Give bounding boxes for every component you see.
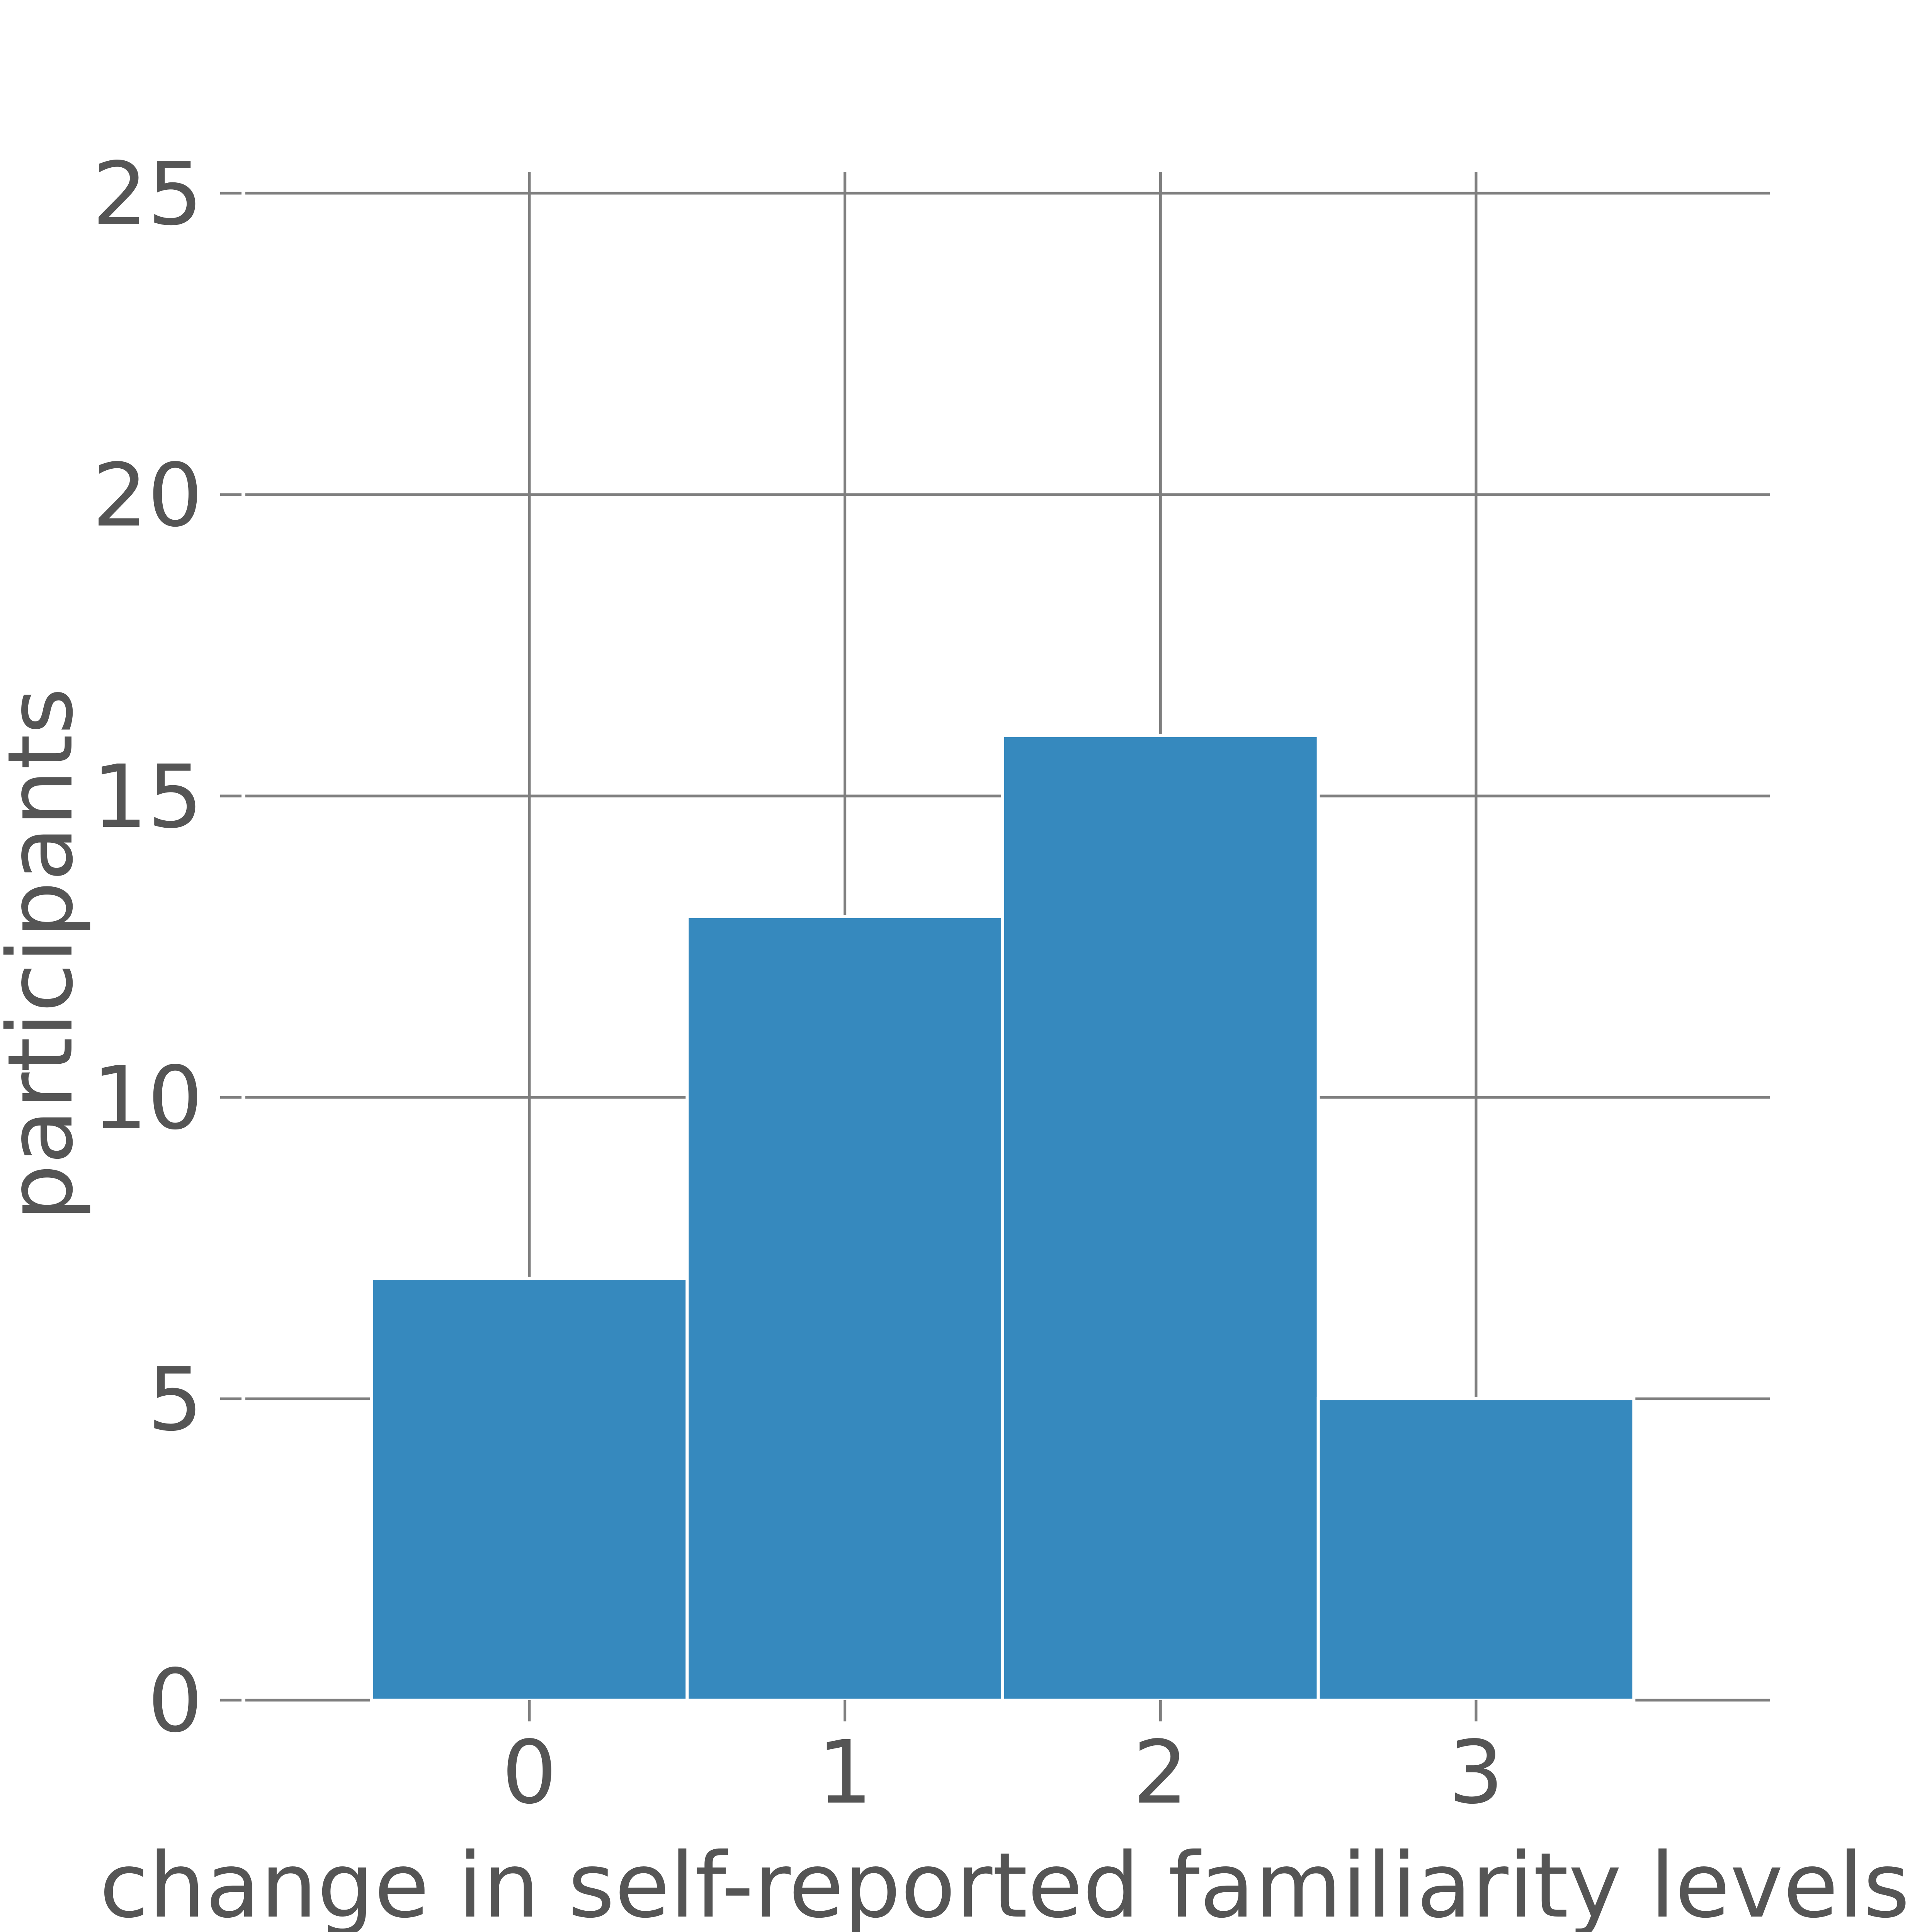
x-tick-label: 2 [1133, 1722, 1188, 1823]
bars [370, 734, 1636, 1702]
x-tick-label: 3 [1448, 1722, 1503, 1823]
ticks: 0 5 10 15 20 25 0 1 2 3 [92, 144, 1770, 1823]
y-tick-label: 20 [92, 445, 203, 546]
y-axis-label: participants [0, 688, 93, 1221]
x-tick-label: 0 [502, 1722, 557, 1823]
bar [1316, 1397, 1636, 1702]
bar [370, 1277, 689, 1702]
y-tick-label: 10 [92, 1048, 203, 1149]
bar [685, 915, 1005, 1702]
x-tick-label: 1 [817, 1722, 872, 1823]
y-tick-label: 0 [148, 1651, 203, 1752]
x-axis-label: change in self-reported familiarity leve… [99, 1833, 1910, 1932]
y-tick-label: 25 [92, 144, 203, 245]
y-tick-label: 5 [148, 1349, 203, 1451]
y-tick-label: 15 [92, 747, 203, 848]
bar [1001, 734, 1320, 1702]
